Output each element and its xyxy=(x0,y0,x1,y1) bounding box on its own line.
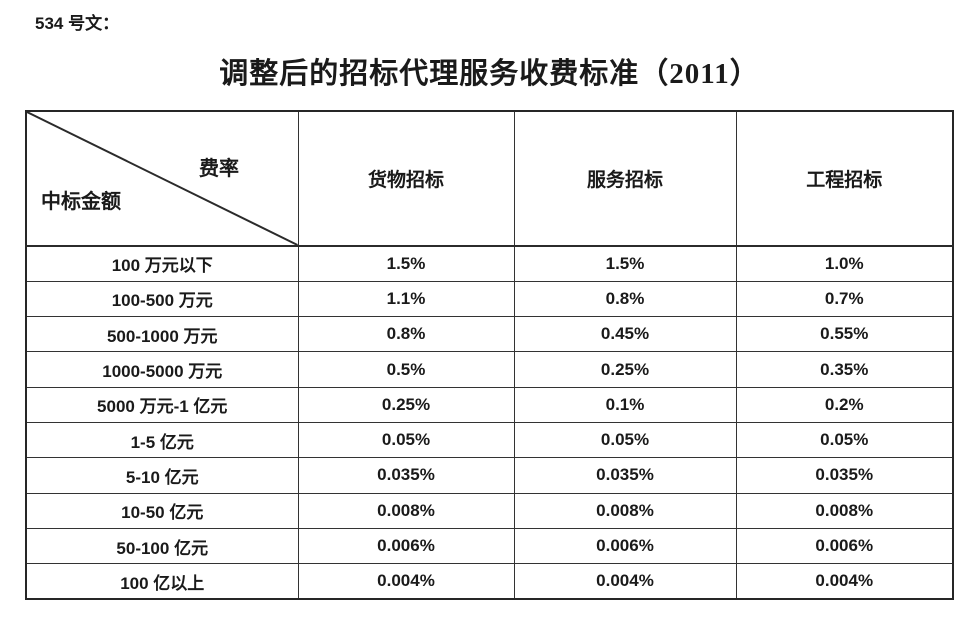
corner-header-cell: 费率 中标金额 xyxy=(25,110,299,247)
fee-cell-goods: 0.05% xyxy=(297,421,515,459)
amount-cell: 5-10 亿元 xyxy=(25,457,299,494)
diagonal-divider-line xyxy=(27,112,297,244)
fee-rate-table: 费率 中标金额 货物招标 服务招标 工程招标 100 万元以下 1.5% 1.5… xyxy=(25,110,954,600)
amount-cell: 1-5 亿元 xyxy=(25,421,299,459)
amount-cell: 100 亿以上 xyxy=(25,563,299,600)
corner-label-bid-amount: 中标金额 xyxy=(41,191,121,213)
fee-cell-service: 0.004% xyxy=(513,563,737,600)
amount-cell: 1000-5000 万元 xyxy=(25,351,299,388)
page-title: 调整后的招标代理服务收费标准（2011） xyxy=(219,58,760,90)
fee-cell-service: 0.1% xyxy=(513,386,737,423)
fee-cell-engineering: 0.006% xyxy=(735,527,954,565)
table-row: 100 亿以上 0.004% 0.004% 0.004% xyxy=(25,563,954,600)
fee-cell-goods: 1.1% xyxy=(297,280,515,318)
column-header-engineering: 工程招标 xyxy=(735,110,954,247)
fee-cell-engineering: 0.55% xyxy=(735,316,954,353)
fee-cell-goods: 0.006% xyxy=(297,527,515,565)
table-row: 100 万元以下 1.5% 1.5% 1.0% xyxy=(25,245,954,282)
fee-cell-goods: 0.25% xyxy=(297,386,515,423)
fee-cell-service: 0.035% xyxy=(513,457,737,494)
fee-cell-engineering: 0.2% xyxy=(735,386,954,423)
fee-cell-service: 0.008% xyxy=(513,492,737,529)
fee-cell-goods: 0.008% xyxy=(297,492,515,529)
fee-cell-engineering: 0.7% xyxy=(735,280,954,318)
amount-cell: 100 万元以下 xyxy=(25,245,299,282)
table-row: 50-100 亿元 0.006% 0.006% 0.006% xyxy=(25,527,954,565)
fee-cell-service: 0.45% xyxy=(513,316,737,353)
amount-cell: 5000 万元-1 亿元 xyxy=(25,386,299,423)
table-row: 500-1000 万元 0.8% 0.45% 0.55% xyxy=(25,316,954,353)
fee-cell-goods: 0.8% xyxy=(297,316,515,353)
fee-cell-goods: 1.5% xyxy=(297,245,515,282)
fee-cell-engineering: 0.004% xyxy=(735,563,954,600)
amount-cell: 100-500 万元 xyxy=(25,280,299,318)
amount-cell: 10-50 亿元 xyxy=(25,492,299,529)
fee-cell-service: 0.006% xyxy=(513,527,737,565)
fee-cell-service: 1.5% xyxy=(513,245,737,282)
corner-label-fee-rate: 费率 xyxy=(199,158,239,180)
fee-cell-engineering: 0.35% xyxy=(735,351,954,388)
table-row: 5-10 亿元 0.035% 0.035% 0.035% xyxy=(25,457,954,494)
amount-cell: 50-100 亿元 xyxy=(25,527,299,565)
fee-cell-goods: 0.035% xyxy=(297,457,515,494)
header-row: 费率 中标金额 货物招标 服务招标 工程招标 xyxy=(25,110,954,247)
fee-cell-service: 0.25% xyxy=(513,351,737,388)
fee-cell-engineering: 0.008% xyxy=(735,492,954,529)
fee-cell-service: 0.8% xyxy=(513,280,737,318)
fee-cell-goods: 0.004% xyxy=(297,563,515,600)
fee-cell-service: 0.05% xyxy=(513,421,737,459)
table-row: 1-5 亿元 0.05% 0.05% 0.05% xyxy=(25,421,954,459)
table-row: 10-50 亿元 0.008% 0.008% 0.008% xyxy=(25,492,954,529)
fee-cell-goods: 0.5% xyxy=(297,351,515,388)
table-row: 100-500 万元 1.1% 0.8% 0.7% xyxy=(25,280,954,318)
fee-cell-engineering: 0.035% xyxy=(735,457,954,494)
column-header-service: 服务招标 xyxy=(513,110,737,247)
doc-number: 534 号文： xyxy=(35,14,120,33)
column-header-goods: 货物招标 xyxy=(297,110,515,247)
fee-cell-engineering: 1.0% xyxy=(735,245,954,282)
fee-cell-engineering: 0.05% xyxy=(735,421,954,459)
table-row: 5000 万元-1 亿元 0.25% 0.1% 0.2% xyxy=(25,386,954,423)
table-row: 1000-5000 万元 0.5% 0.25% 0.35% xyxy=(25,351,954,388)
amount-cell: 500-1000 万元 xyxy=(25,316,299,353)
